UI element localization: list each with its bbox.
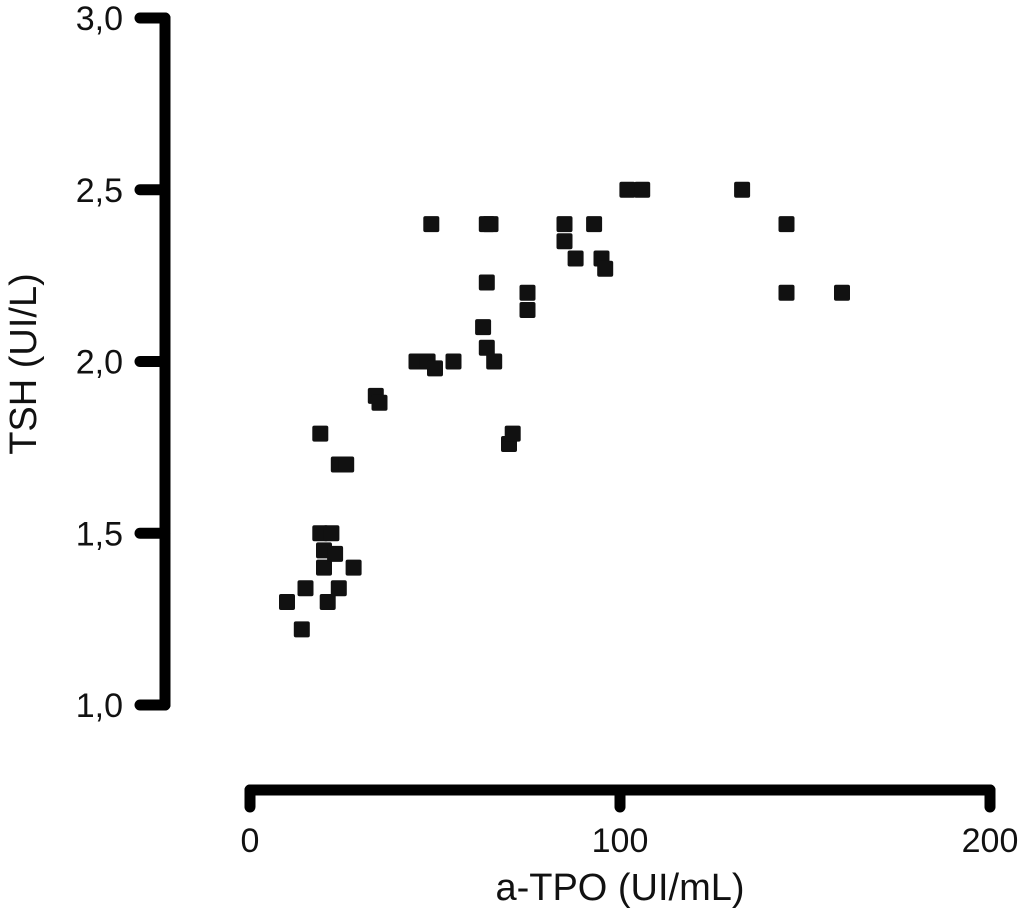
y-tick-label: 1,5	[76, 515, 123, 553]
data-point	[586, 216, 603, 233]
data-point	[556, 216, 573, 233]
data-point	[330, 580, 347, 597]
data-point	[323, 525, 340, 542]
data-points	[279, 181, 850, 638]
data-point	[475, 319, 492, 336]
x-axis-title: a-TPO (UI/mL)	[495, 867, 744, 909]
data-point	[345, 559, 362, 576]
data-point	[486, 353, 503, 370]
data-point	[778, 284, 795, 301]
data-point	[556, 233, 573, 250]
data-point	[279, 593, 295, 610]
y-axis-title: TSH (UI/L)	[3, 273, 45, 455]
data-point	[778, 216, 795, 233]
x-tick-label: 200	[962, 822, 1019, 860]
data-point	[482, 216, 499, 233]
data-point	[312, 425, 329, 442]
data-point	[478, 274, 495, 291]
data-point	[371, 394, 388, 411]
data-point	[316, 559, 332, 576]
data-point	[597, 260, 614, 277]
x-tick-label: 0	[241, 822, 260, 860]
data-point	[423, 216, 440, 233]
data-point	[519, 284, 536, 301]
data-point	[634, 181, 651, 198]
data-point	[297, 580, 314, 597]
data-point	[319, 593, 336, 610]
data-point	[504, 425, 521, 442]
data-point	[519, 301, 536, 318]
data-point	[338, 456, 355, 473]
y-tick-label: 2,0	[76, 344, 123, 382]
y-tick-label: 3,0	[76, 0, 123, 38]
y-axis: 1,0 1,5 2,0 2,5 3,0	[76, 0, 171, 725]
x-axis: 0 100 200	[241, 784, 1019, 860]
data-point	[478, 339, 495, 356]
data-point	[734, 181, 751, 198]
data-point	[834, 284, 850, 301]
data-point	[327, 545, 344, 562]
data-point	[619, 181, 636, 198]
x-tick-label: 100	[592, 822, 649, 860]
data-point	[427, 360, 443, 377]
y-tick-label: 1,0	[76, 687, 123, 725]
data-point	[567, 250, 584, 267]
y-tick-label: 2,5	[76, 172, 123, 210]
data-point	[293, 621, 310, 638]
data-point	[445, 353, 462, 370]
